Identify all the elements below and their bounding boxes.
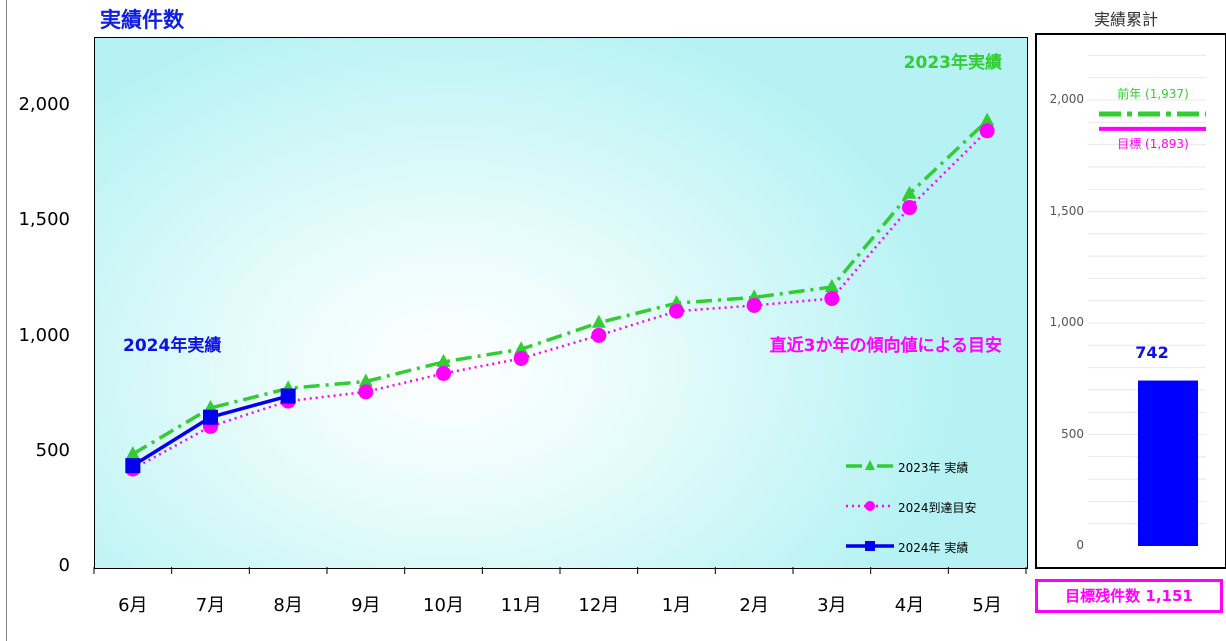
data-point-2023 — [125, 446, 140, 460]
data-point-2023 — [824, 279, 839, 293]
x-tick-label: 7月 — [195, 595, 226, 616]
data-point-2023 — [902, 185, 917, 199]
annotation-2023-text: 2023年実績 — [903, 53, 1002, 73]
x-tick-label: 10月 — [423, 595, 464, 616]
data-point-target — [902, 200, 917, 216]
y-tick-label: 1,000 — [18, 324, 70, 346]
data-point-target — [436, 365, 451, 381]
prev-year-label: 前年 (1,937) — [1117, 87, 1189, 101]
y-tick-label: 500 — [35, 439, 70, 461]
y-tick-label: 1,500 — [18, 209, 70, 231]
x-tick-label: 4月 — [894, 595, 925, 616]
cum-tick-label: 2,000 — [1049, 92, 1084, 106]
data-point-target — [979, 123, 995, 139]
plot-area — [94, 37, 1028, 569]
cum-tick-label: 1,500 — [1049, 203, 1084, 218]
cumulative-bar — [1138, 380, 1198, 546]
left-border-rule — [6, 0, 7, 641]
cum-tick-label: 500 — [1061, 426, 1084, 441]
cum-tick-label: 0 — [1076, 538, 1084, 552]
x-tick-label: 3月 — [817, 595, 847, 616]
cumulative-value-label: 742 — [1135, 343, 1169, 362]
x-tick-label: 8月 — [273, 595, 303, 616]
legend-label-target: 2024到達目安 — [898, 501, 977, 515]
data-point-2023 — [980, 112, 995, 126]
x-tick-label: 12月 — [578, 595, 620, 616]
annotation-target-note-text: 直近3か年の傾向値による目安 — [769, 336, 1002, 356]
legend-label-2023: 2023年 実績 — [898, 461, 969, 475]
target-label: 目標 (1,893) — [1117, 137, 1189, 151]
data-point-2024 — [203, 409, 218, 425]
data-point-2024 — [280, 388, 296, 404]
data-point-2024 — [125, 458, 141, 474]
cumulative-title: 実績累計 — [1093, 10, 1158, 29]
x-tick-label: 5月 — [972, 595, 1002, 616]
cum-tick-label: 1,000 — [1049, 315, 1084, 329]
x-tick-label: 9月 — [351, 595, 381, 616]
data-point-2023 — [514, 341, 529, 355]
series-line-0 — [131, 119, 989, 456]
data-point-target — [824, 291, 840, 307]
remaining-count-box: 目標残件数 1,151 — [1035, 579, 1223, 613]
chart-title: 実績件数 — [100, 8, 184, 32]
y-tick-label: 2,000 — [18, 94, 70, 116]
data-point-2023 — [358, 373, 373, 387]
x-tick-label: 6月 — [118, 595, 148, 616]
legend-marker-square — [865, 541, 875, 551]
x-tick-label: 2月 — [739, 595, 769, 616]
data-point-target — [513, 350, 529, 366]
data-point-target — [591, 327, 607, 343]
x-tick-label: 1月 — [661, 595, 692, 616]
data-point-2023 — [436, 353, 451, 367]
legend-marker-circle — [865, 501, 875, 511]
data-point-target — [669, 303, 684, 319]
legend-marker-triangle — [865, 460, 875, 470]
data-point-2023 — [591, 314, 606, 328]
legend-label-2024: 2024年 実績 — [898, 541, 969, 555]
series-line-1 — [132, 129, 989, 471]
data-point-target — [746, 297, 762, 313]
annotation-2024: 2024年実績 — [123, 336, 222, 356]
y-tick-label: 0 — [58, 555, 70, 576]
data-point-target — [358, 384, 374, 400]
x-tick-label: 11月 — [500, 595, 542, 616]
